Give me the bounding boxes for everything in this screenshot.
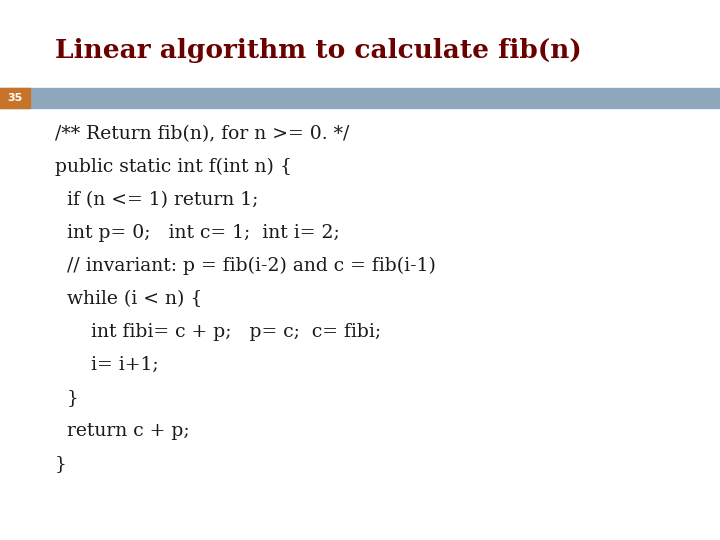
Text: i= i+1;: i= i+1; [55,356,158,374]
Bar [0,88,720,108]
Text: }: } [55,389,79,407]
Text: int p= 0;   int c= 1;  int i= 2;: int p= 0; int c= 1; int i= 2; [55,224,340,242]
Text: 35: 35 [7,93,22,103]
Text: Linear algorithm to calculate fib(n): Linear algorithm to calculate fib(n) [55,38,582,63]
Text: public static int f(int n) {: public static int f(int n) { [55,158,292,176]
Text: // invariant: p = fib(i-2) and c = fib(i-1): // invariant: p = fib(i-2) and c = fib(i… [55,257,436,275]
Text: return c + p;: return c + p; [55,422,189,440]
Text: if (n <= 1) return 1;: if (n <= 1) return 1; [55,191,258,209]
Text: /** Return fib(n), for n >= 0. */: /** Return fib(n), for n >= 0. */ [55,125,349,143]
Text: int fibi= c + p;   p= c;  c= fibi;: int fibi= c + p; p= c; c= fibi; [55,323,381,341]
Text: while (i < n) {: while (i < n) { [55,290,202,308]
Text: }: } [55,455,67,473]
Bar [0,88,30,108]
